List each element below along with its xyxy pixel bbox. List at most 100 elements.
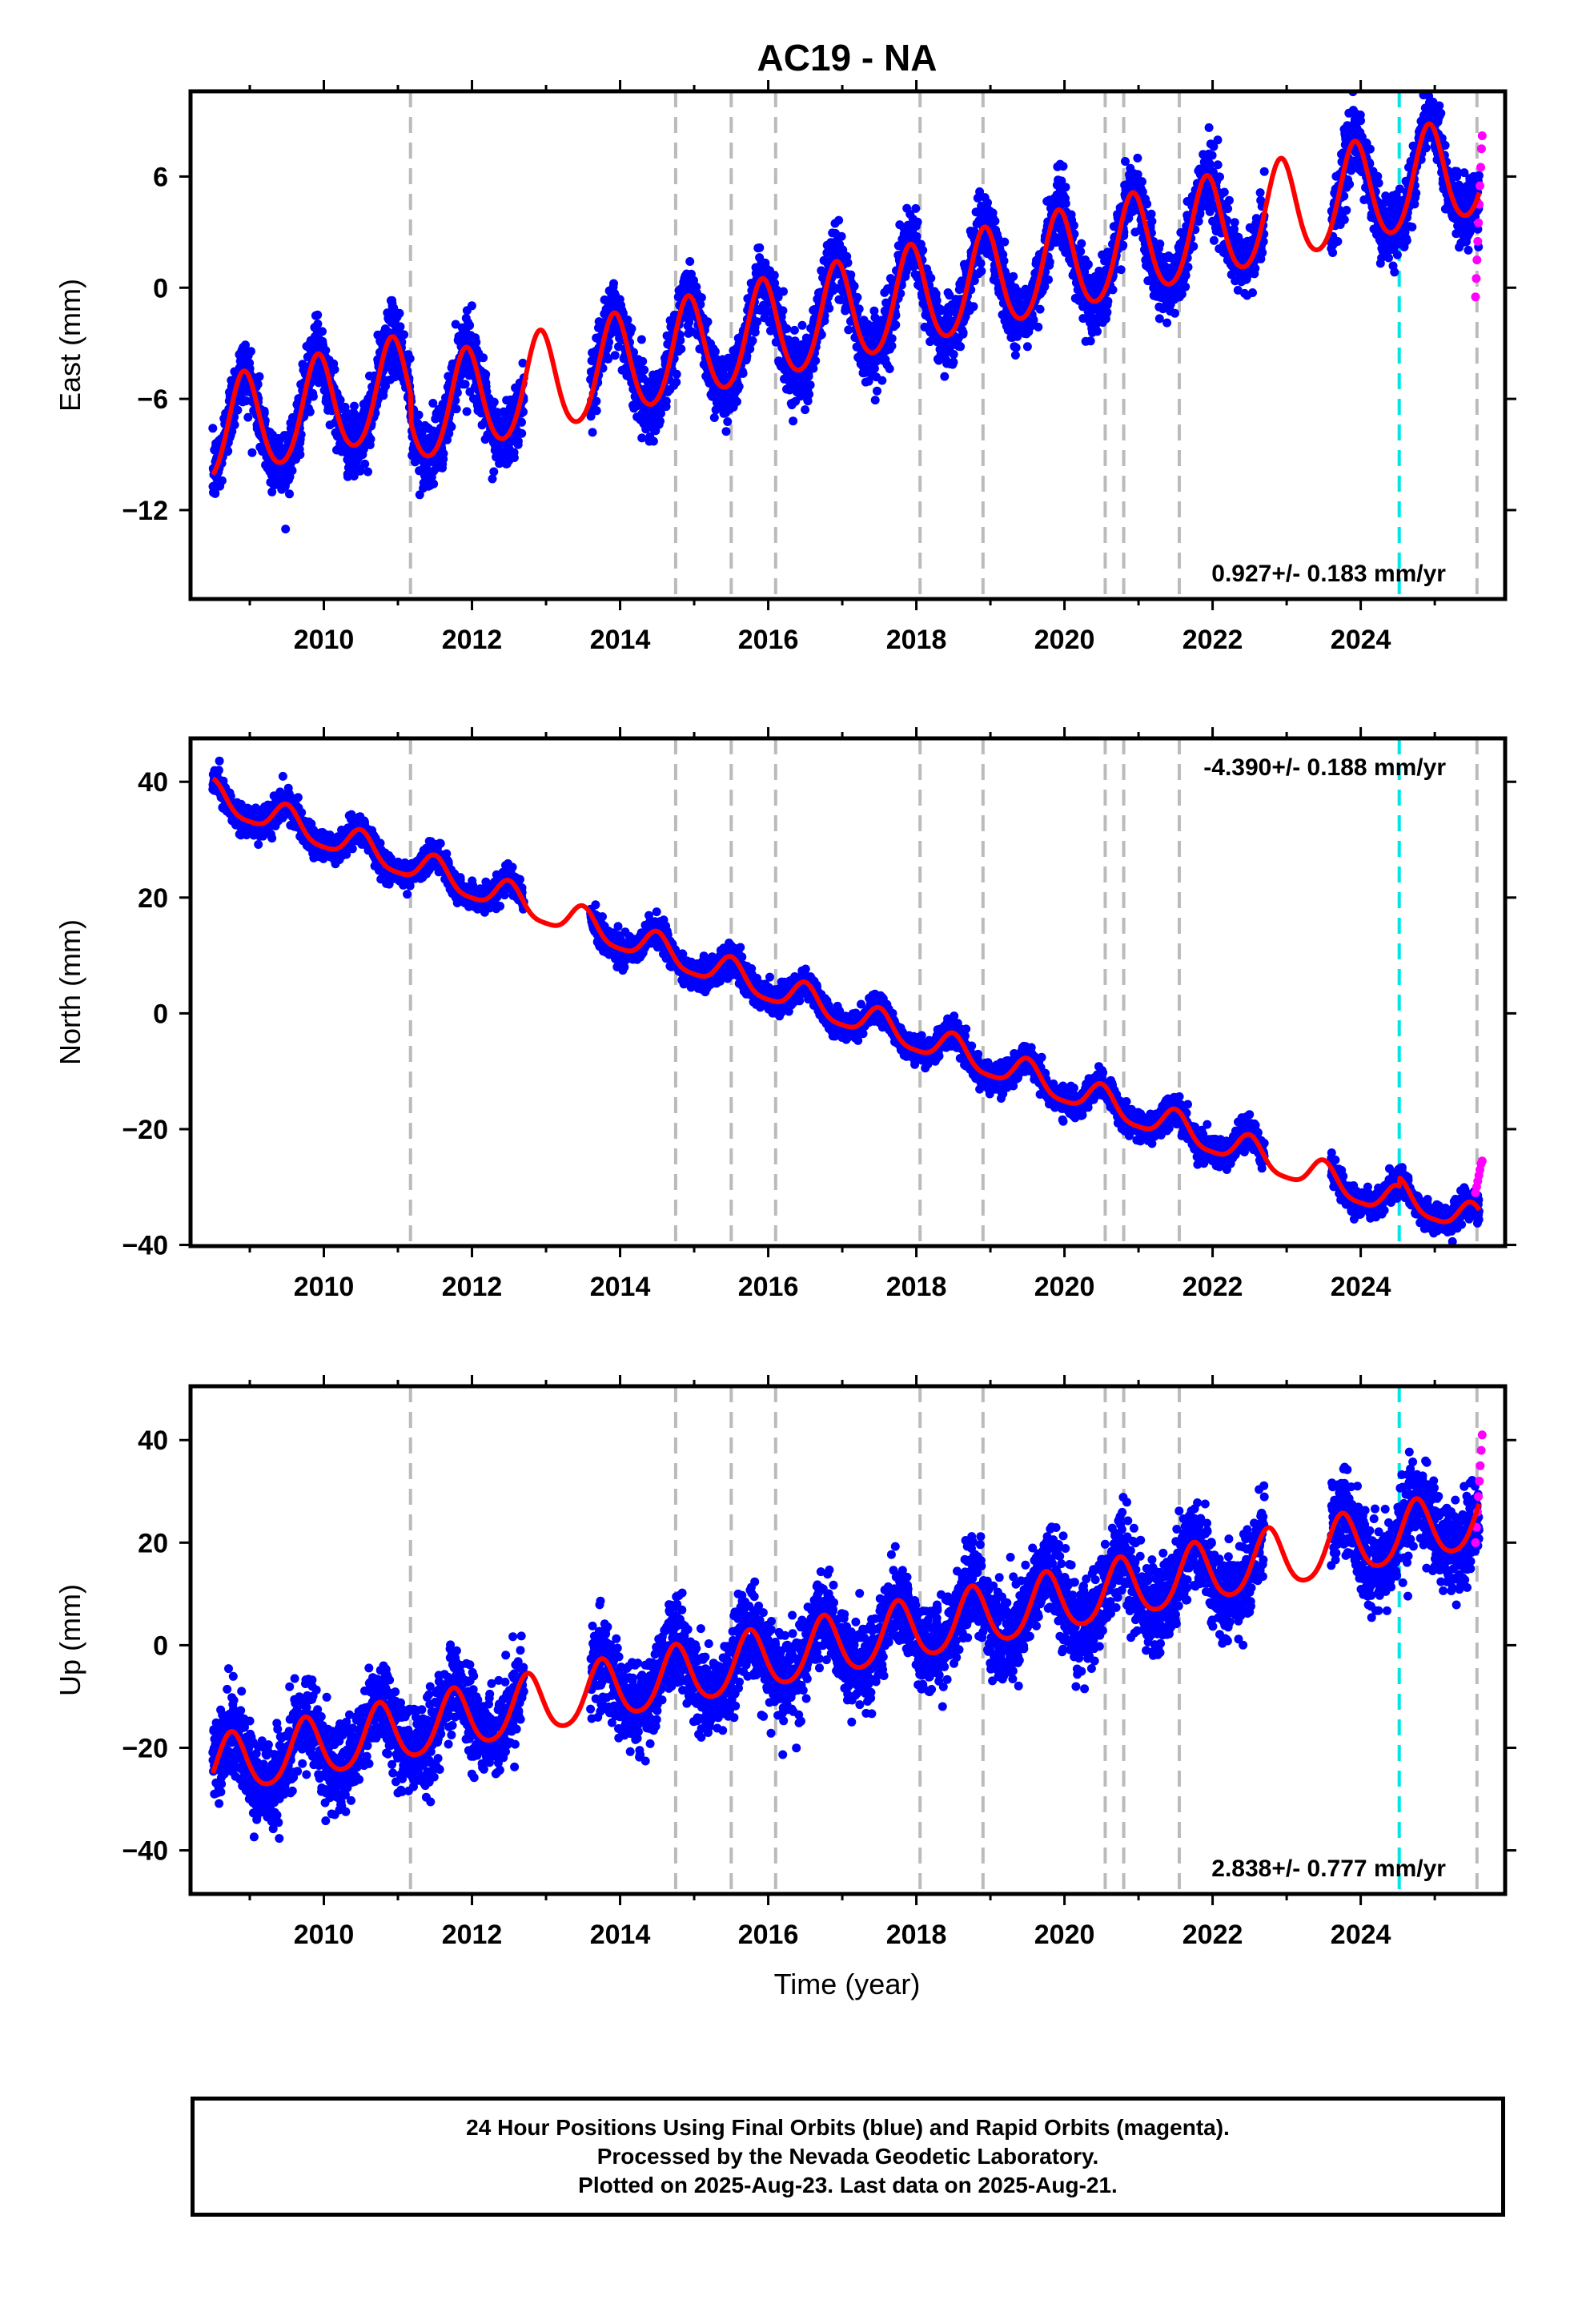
data-point	[1339, 215, 1349, 224]
data-point	[592, 396, 601, 406]
data-point	[837, 231, 846, 241]
data-point	[911, 203, 921, 213]
data-point	[415, 490, 424, 500]
data-point	[709, 413, 719, 422]
data-point	[396, 322, 405, 332]
data-point	[233, 405, 243, 415]
data-point	[1011, 343, 1021, 352]
data-point	[949, 357, 958, 367]
data-point	[803, 396, 813, 406]
data-point	[308, 392, 318, 401]
data-point	[1045, 257, 1054, 267]
data-point	[313, 320, 323, 328]
data-point	[846, 270, 856, 279]
data-point	[870, 396, 880, 405]
data-point	[472, 337, 481, 347]
data-point	[627, 324, 636, 333]
data-point	[1035, 304, 1045, 314]
data-point	[1213, 135, 1223, 145]
data-point	[1108, 285, 1118, 295]
data-point	[753, 317, 762, 327]
data-point	[481, 370, 491, 379]
data-point	[1147, 216, 1157, 226]
data-point	[797, 320, 807, 330]
data-point	[887, 334, 897, 344]
data-point	[869, 306, 879, 316]
data-point	[465, 320, 475, 330]
data-point	[451, 396, 460, 405]
data-point	[1219, 187, 1229, 197]
data-point	[489, 397, 499, 407]
data-point	[1215, 172, 1224, 182]
data-point	[318, 327, 327, 336]
data-point	[428, 399, 438, 408]
data-point	[495, 459, 504, 468]
data-point	[1342, 206, 1351, 215]
data-point	[976, 259, 986, 268]
data-point	[519, 407, 528, 416]
data-point	[733, 397, 741, 406]
data-point	[956, 342, 966, 352]
data-point	[849, 281, 859, 291]
data-point	[1022, 342, 1032, 352]
data-point	[640, 365, 649, 375]
data-point	[1154, 314, 1164, 324]
data-point	[1328, 248, 1338, 257]
data-point	[1181, 282, 1191, 292]
data-point	[804, 372, 813, 381]
data-point	[227, 427, 237, 436]
data-point	[1077, 239, 1086, 248]
data-point	[614, 342, 623, 352]
data-point	[1204, 123, 1214, 132]
data-point	[977, 267, 986, 275]
data-point	[805, 380, 815, 390]
data-point	[592, 406, 601, 416]
data-point	[305, 407, 315, 416]
data-point	[1142, 199, 1152, 209]
data-point	[489, 467, 499, 476]
data-point	[411, 457, 420, 467]
data-point	[782, 324, 792, 333]
data-point	[247, 448, 257, 457]
data-point	[1069, 221, 1078, 230]
data-point	[873, 386, 881, 396]
data-point	[912, 231, 921, 241]
data-point	[778, 306, 788, 316]
data-point	[452, 404, 461, 414]
data-point	[805, 389, 814, 399]
data-point	[703, 317, 713, 327]
data-point	[958, 328, 968, 337]
data-point	[1061, 183, 1070, 192]
data-point	[360, 459, 370, 468]
data-point	[843, 258, 853, 267]
data-point	[1083, 259, 1093, 269]
data-point	[1093, 327, 1102, 336]
data-point	[789, 325, 799, 335]
data-point	[1213, 160, 1223, 170]
data-point	[1223, 204, 1233, 214]
data-point	[295, 450, 305, 460]
data-point	[509, 453, 519, 462]
data-point	[1209, 235, 1219, 245]
data-point	[809, 364, 818, 373]
data-point	[340, 402, 350, 412]
data-point	[1183, 263, 1193, 271]
data-point	[330, 364, 339, 374]
data-point	[817, 330, 826, 340]
data-point	[1034, 322, 1043, 332]
final-orbit-points	[208, 91, 1484, 534]
data-point	[1044, 275, 1053, 284]
data-point	[1116, 265, 1126, 275]
data-point	[648, 436, 658, 446]
data-point	[296, 430, 306, 440]
data-point	[246, 347, 255, 356]
data-point	[217, 476, 227, 485]
data-point	[439, 448, 448, 458]
figure-title: AC19 - NA	[757, 37, 938, 78]
data-point	[697, 293, 706, 303]
data-point	[854, 304, 864, 314]
data-point	[1258, 247, 1267, 257]
plot-area	[208, 91, 1487, 599]
data-point	[1000, 237, 1010, 247]
data-point	[395, 308, 404, 318]
